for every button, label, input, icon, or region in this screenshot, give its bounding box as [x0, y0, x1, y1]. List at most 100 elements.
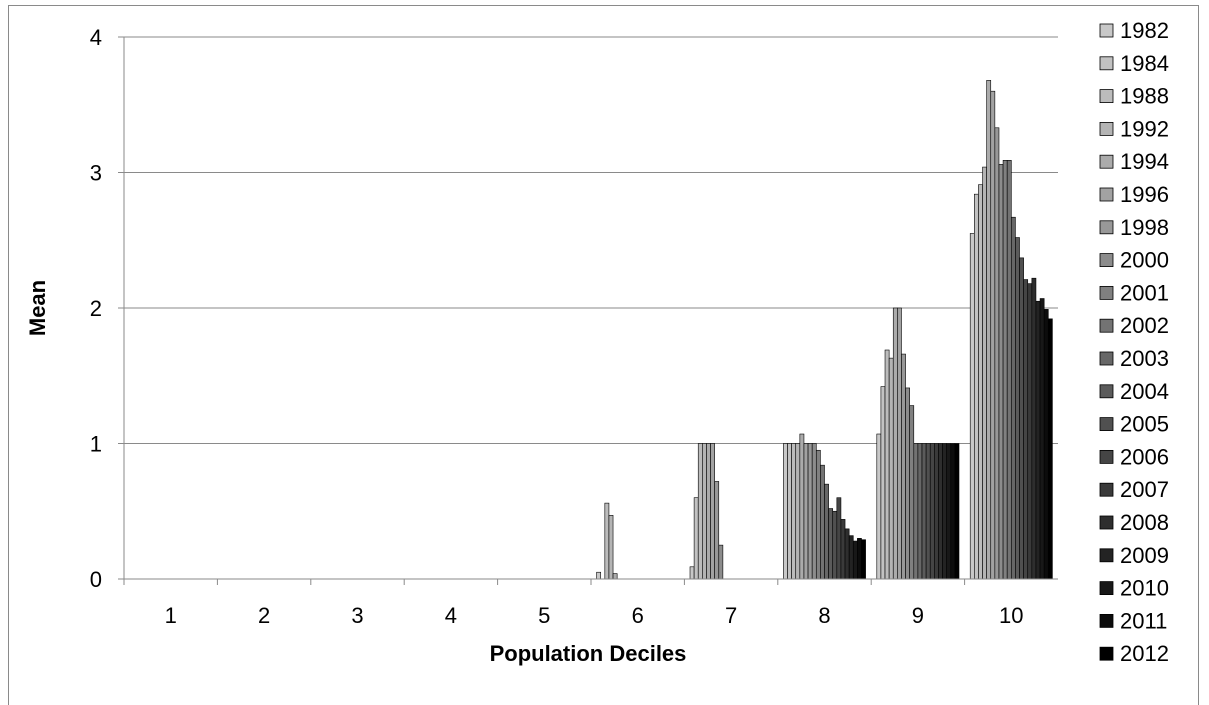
- bar: [596, 571, 602, 580]
- legend-swatch: [1099, 122, 1114, 136]
- bar: [917, 443, 923, 580]
- bar: [1010, 216, 1016, 580]
- legend-label: 1984: [1120, 51, 1169, 76]
- bar: [697, 443, 703, 580]
- bar: [982, 166, 987, 580]
- legend-label: 1996: [1120, 182, 1169, 207]
- x-tick-label: 10: [999, 603, 1023, 628]
- bar: [1047, 318, 1053, 580]
- bar: [689, 566, 695, 580]
- legend-swatch: [1099, 351, 1114, 366]
- bar: [929, 443, 935, 580]
- legend-label: 1982: [1120, 18, 1169, 43]
- bar: [608, 515, 614, 580]
- bar: [612, 573, 618, 580]
- bar: [880, 386, 886, 580]
- bar: [718, 544, 724, 580]
- bars: [596, 80, 1053, 580]
- legend-swatch: [1099, 384, 1114, 399]
- bar: [921, 443, 927, 580]
- legend-swatch: [1099, 23, 1114, 38]
- legend-label: 2006: [1120, 444, 1169, 469]
- legend-swatch: [1099, 253, 1114, 268]
- bar: [807, 443, 813, 580]
- x-tick-label: 3: [351, 603, 363, 628]
- bar: [795, 443, 801, 580]
- bar: [978, 184, 983, 580]
- x-tick-label: 2: [258, 603, 270, 628]
- bar: [1039, 298, 1045, 580]
- x-tick-label: 9: [912, 603, 924, 628]
- legend-label: 2003: [1120, 346, 1169, 371]
- x-tick-label: 5: [538, 603, 550, 628]
- legend-swatch: [1099, 318, 1114, 333]
- bar: [974, 193, 979, 580]
- bar: [1023, 279, 1029, 580]
- bar: [1002, 160, 1008, 580]
- bar: [998, 164, 1004, 580]
- bar: [852, 540, 858, 580]
- bar: [828, 508, 834, 580]
- legend-label: 2005: [1120, 412, 1169, 437]
- gridlines: [118, 36, 1058, 580]
- bar: [994, 127, 1000, 580]
- bar: [710, 443, 715, 580]
- x-tick-labels: 1 2 3 4 5 6 7 8 9 10: [123, 579, 1024, 628]
- legend-label: 2010: [1120, 576, 1169, 601]
- bar: [848, 535, 854, 580]
- bar: [892, 307, 898, 580]
- legend-swatch: [1099, 482, 1114, 497]
- y-tick-labels: 0 1 2 3 4: [90, 25, 102, 592]
- bar: [901, 353, 906, 580]
- bar: [844, 528, 850, 580]
- bar: [706, 443, 711, 580]
- x-tick-label: 7: [725, 603, 737, 628]
- bar: [1019, 257, 1024, 580]
- bar: [1006, 160, 1012, 580]
- bar: [783, 443, 788, 580]
- legend-label: 1998: [1120, 215, 1169, 240]
- legend-swatch: [1099, 581, 1114, 595]
- legend-label: 2000: [1120, 248, 1169, 273]
- bar: [799, 433, 805, 580]
- bar: [604, 502, 610, 580]
- legend-swatch: [1099, 449, 1114, 464]
- bar: [702, 443, 707, 580]
- legend-label: 2008: [1120, 510, 1169, 535]
- x-tick-label: 4: [445, 603, 457, 628]
- y-axis-title: Mean: [25, 280, 50, 336]
- bar: [934, 443, 939, 580]
- x-tick-label: 1: [165, 603, 177, 628]
- legend-label: 2002: [1120, 313, 1169, 338]
- bar: [1043, 309, 1049, 580]
- bar: [905, 387, 910, 580]
- legend-label: 2009: [1120, 543, 1169, 568]
- legend-label: 2001: [1120, 280, 1169, 305]
- bar: [693, 497, 699, 580]
- bar: [811, 443, 817, 580]
- bar: [954, 443, 960, 580]
- bar: [876, 433, 882, 580]
- legend-swatch: [1099, 154, 1114, 169]
- legend-label: 1994: [1120, 149, 1169, 174]
- bar: [946, 443, 952, 580]
- bar: [897, 307, 902, 580]
- legend-label: 2007: [1120, 477, 1169, 502]
- bar: [840, 519, 846, 580]
- bar: [942, 443, 947, 580]
- bar: [909, 405, 915, 580]
- y-tick-label: 4: [90, 25, 102, 50]
- legend-swatch: [1099, 646, 1114, 661]
- legend-swatch: [1099, 614, 1114, 628]
- x-axis-title: Population Deciles: [490, 641, 687, 666]
- bar: [1015, 237, 1020, 580]
- bar: [969, 233, 975, 580]
- legend-swatch: [1099, 285, 1114, 300]
- bar: [888, 357, 894, 580]
- legend-swatch: [1099, 515, 1114, 530]
- legend: 1982 1984 1988 1992 1994 1996 1998 2000 2001 2002…: [1099, 18, 1169, 666]
- legend-label: 2004: [1120, 379, 1169, 404]
- bar: [791, 443, 797, 580]
- bar: [857, 538, 862, 580]
